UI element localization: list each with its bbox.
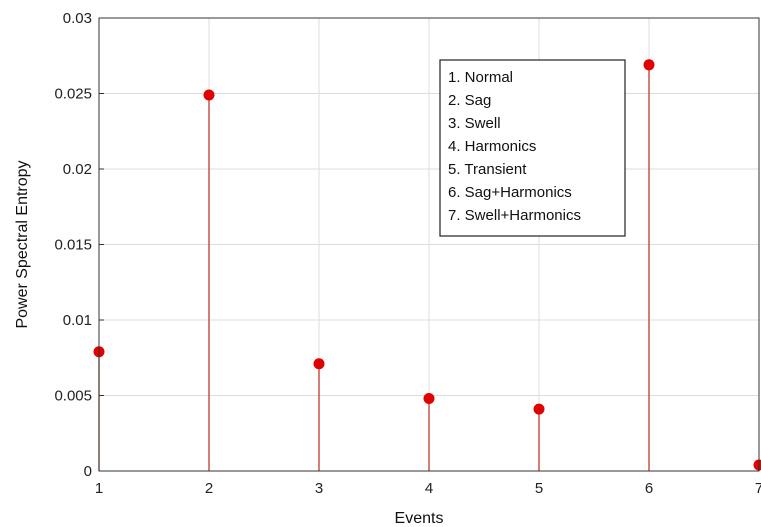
x-tick-label: 7	[755, 480, 761, 497]
x-axis-label: Events	[395, 510, 444, 527]
legend-entry-5: 5. Transient	[448, 161, 527, 178]
y-tick-label: 0.015	[54, 237, 92, 254]
legend: 1. Normal 2. Sag 3. Swell 4. Harmonics 5. Tr…	[439, 59, 626, 237]
y-tick-label: 0.02	[63, 161, 92, 178]
legend-entry-6: 6. Sag+Harmonics	[448, 184, 572, 201]
stem-marker-2	[203, 89, 215, 101]
x-tick-label: 1	[95, 480, 103, 497]
y-tick-label: 0	[84, 463, 92, 480]
data-markers	[93, 59, 761, 471]
stem-marker-5	[533, 403, 545, 415]
legend-box	[439, 59, 626, 237]
stem-marker-7	[753, 459, 761, 471]
y-tick-label: 0.025	[54, 86, 92, 103]
stem-marker-3	[313, 358, 325, 370]
legend-entry-3: 3. Swell	[448, 115, 501, 132]
legend-entry-1: 1. Normal	[448, 69, 513, 86]
x-tick-label: 4	[425, 480, 433, 497]
plot-frame	[98, 17, 760, 472]
legend-entry-2: 2. Sag	[448, 92, 491, 109]
y-tick-label: 0.005	[54, 388, 92, 405]
x-tick-labels: 1 2 3 4 5 6 7	[95, 480, 761, 497]
x-tick-label: 6	[645, 480, 653, 497]
x-tick-label: 2	[205, 480, 213, 497]
x-tick-label: 3	[315, 480, 323, 497]
x-tick-label: 5	[535, 480, 543, 497]
y-tick-label: 0.01	[63, 312, 92, 329]
y-axis-label: Power Spectral Entropy	[14, 160, 31, 328]
stem-marker-4	[423, 393, 435, 405]
legend-entry-7: 7. Swell+Harmonics	[448, 207, 581, 224]
stem-marker-6	[643, 59, 655, 71]
y-tick-label: 0.03	[63, 10, 92, 27]
legend-entry-4: 4. Harmonics	[448, 138, 536, 155]
y-tick-labels: 0 0.005 0.01 0.015 0.02 0.025 0.03	[54, 10, 92, 480]
